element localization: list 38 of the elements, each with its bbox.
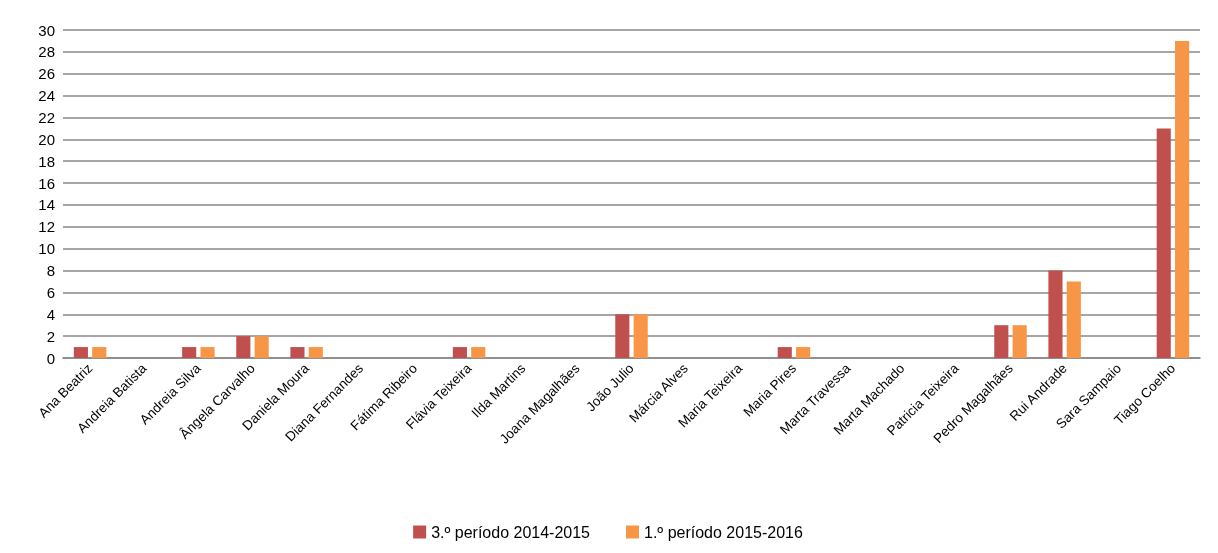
bar — [1156, 128, 1171, 358]
bar — [777, 347, 792, 358]
bar — [92, 347, 107, 358]
y-tick-label: 0 — [46, 349, 55, 367]
bar — [471, 347, 486, 358]
bar — [73, 347, 88, 358]
legend-label: 1.º período 2015-2016 — [644, 523, 803, 541]
bar — [452, 347, 467, 358]
y-tick-label: 26 — [38, 65, 55, 83]
y-tick-label: 2 — [46, 327, 55, 345]
bar — [254, 336, 269, 358]
y-tick-label: 4 — [46, 305, 55, 323]
bar — [994, 325, 1009, 358]
bar — [615, 314, 630, 358]
bar — [182, 347, 197, 358]
bar — [290, 347, 305, 358]
y-tick-label: 16 — [38, 174, 55, 192]
y-tick-label: 10 — [38, 240, 55, 258]
y-tick-label: 8 — [46, 262, 55, 280]
bar — [1012, 325, 1027, 358]
y-tick-label: 28 — [38, 43, 55, 61]
y-tick-label: 20 — [38, 130, 55, 148]
bar — [1048, 270, 1063, 358]
bar — [236, 336, 251, 358]
y-tick-label: 6 — [46, 283, 55, 301]
y-tick-label: 30 — [38, 21, 55, 39]
bar — [1175, 40, 1190, 358]
bar — [796, 347, 811, 358]
bar — [1066, 281, 1081, 358]
bar — [308, 347, 323, 358]
y-tick-label: 18 — [38, 152, 55, 170]
y-tick-label: 24 — [38, 87, 55, 105]
y-tick-label: 12 — [38, 218, 55, 236]
y-tick-label: 14 — [38, 196, 55, 214]
bar — [633, 314, 648, 358]
legend-label: 3.º período 2014-2015 — [431, 523, 591, 541]
bar — [200, 347, 215, 358]
y-tick-label: 22 — [38, 108, 55, 126]
